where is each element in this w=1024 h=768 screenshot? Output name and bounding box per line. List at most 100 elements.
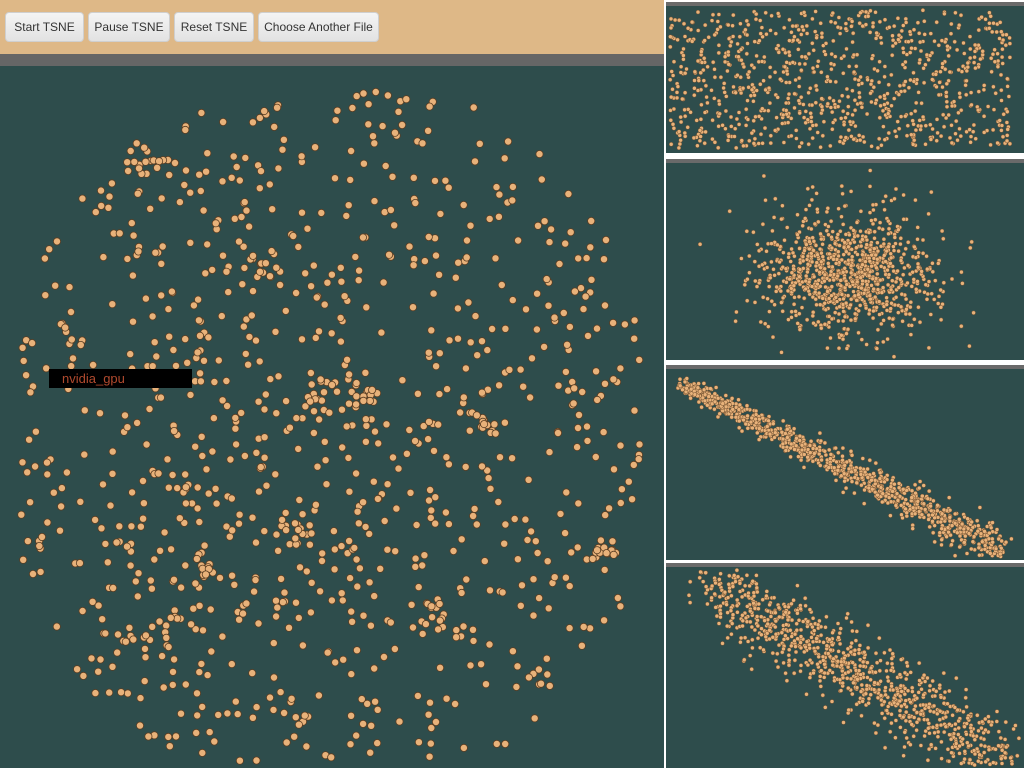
tsne-point[interactable]: [472, 520, 481, 529]
tsne-point[interactable]: [52, 622, 61, 631]
tsne-point[interactable]: [22, 371, 31, 380]
tsne-point[interactable]: [542, 654, 551, 663]
tsne-point[interactable]: [194, 316, 203, 325]
tsne-point[interactable]: [43, 458, 52, 467]
tsne-point[interactable]: [451, 273, 460, 282]
tsne-point[interactable]: [250, 587, 259, 596]
tsne-point[interactable]: [56, 526, 65, 535]
tsne-point[interactable]: [163, 455, 172, 464]
tsne-point[interactable]: [232, 440, 241, 449]
tsne-point[interactable]: [134, 247, 143, 256]
tsne-point[interactable]: [231, 697, 240, 706]
tsne-point[interactable]: [352, 469, 361, 478]
tsne-point[interactable]: [191, 625, 200, 634]
tsne-point[interactable]: [284, 623, 293, 632]
tsne-point[interactable]: [414, 738, 423, 747]
tsne-point[interactable]: [550, 573, 559, 582]
tsne-point[interactable]: [202, 465, 211, 474]
tsne-point[interactable]: [434, 625, 443, 634]
tsne-point[interactable]: [280, 588, 289, 597]
tsne-point[interactable]: [194, 295, 203, 304]
tsne-point[interactable]: [564, 190, 573, 199]
tsne-point[interactable]: [477, 462, 486, 471]
tsne-point[interactable]: [593, 324, 602, 333]
tsne-point[interactable]: [364, 100, 373, 109]
tsne-point[interactable]: [405, 242, 414, 251]
tsne-point[interactable]: [494, 212, 503, 221]
tsne-point[interactable]: [485, 214, 494, 223]
tsne-point[interactable]: [115, 229, 124, 238]
tsne-point[interactable]: [106, 501, 115, 510]
tsne-point[interactable]: [394, 464, 403, 473]
tsne-point[interactable]: [523, 535, 532, 544]
tsne-point[interactable]: [370, 664, 379, 673]
tsne-point[interactable]: [227, 660, 236, 669]
tsne-point[interactable]: [453, 304, 462, 313]
tsne-point[interactable]: [470, 504, 479, 513]
tsne-point[interactable]: [272, 612, 281, 621]
tsne-point[interactable]: [42, 364, 51, 373]
tsne-point[interactable]: [534, 665, 543, 674]
tsne-point[interactable]: [343, 355, 352, 364]
tsne-point[interactable]: [508, 196, 517, 205]
tsne-point[interactable]: [420, 551, 429, 560]
tsne-point[interactable]: [78, 194, 87, 203]
tsne-point[interactable]: [231, 424, 240, 433]
tsne-point[interactable]: [330, 545, 339, 554]
tsne-point[interactable]: [545, 681, 554, 690]
tsne-point[interactable]: [431, 519, 440, 528]
tsne-point[interactable]: [273, 603, 282, 612]
tsne-point[interactable]: [354, 519, 363, 528]
tsne-point[interactable]: [94, 601, 103, 610]
tsne-point[interactable]: [325, 408, 334, 417]
tsne-point[interactable]: [409, 261, 418, 270]
tsne-point[interactable]: [280, 709, 289, 718]
tsne-point[interactable]: [227, 494, 236, 503]
tsne-point[interactable]: [570, 287, 579, 296]
tsne-point[interactable]: [175, 198, 184, 207]
tsne-point[interactable]: [141, 631, 150, 640]
tsne-point[interactable]: [294, 525, 303, 534]
tsne-point[interactable]: [426, 485, 435, 494]
start-tsne-button[interactable]: Start TSNE: [5, 12, 84, 42]
tsne-point[interactable]: [352, 92, 361, 101]
tsne-point[interactable]: [234, 519, 243, 528]
tsne-point[interactable]: [537, 679, 546, 688]
tsne-point[interactable]: [314, 327, 323, 336]
tsne-point[interactable]: [242, 315, 251, 324]
tsne-point[interactable]: [608, 537, 617, 546]
tsne-point[interactable]: [610, 465, 619, 474]
tsne-point[interactable]: [109, 584, 118, 593]
tsne-point[interactable]: [574, 423, 583, 432]
tsne-point[interactable]: [302, 742, 311, 751]
tsne-point[interactable]: [272, 409, 281, 418]
tsne-point[interactable]: [565, 322, 574, 331]
tsne-point[interactable]: [248, 118, 257, 127]
tsne-point[interactable]: [635, 355, 644, 364]
tsne-point[interactable]: [121, 411, 130, 420]
tsne-point[interactable]: [167, 287, 176, 296]
tsne-point[interactable]: [471, 312, 480, 321]
reset-tsne-button[interactable]: Reset TSNE: [174, 12, 254, 42]
tsne-point[interactable]: [431, 251, 440, 260]
tsne-point[interactable]: [406, 488, 415, 497]
tsne-point[interactable]: [156, 546, 165, 555]
tsne-point[interactable]: [508, 296, 517, 305]
tsne-point[interactable]: [98, 615, 107, 624]
tsne-point[interactable]: [247, 311, 256, 320]
tsne-point[interactable]: [443, 385, 452, 394]
tsne-point[interactable]: [365, 396, 374, 405]
tsne-point[interactable]: [630, 406, 639, 415]
tsne-point[interactable]: [186, 238, 195, 247]
tsne-point[interactable]: [355, 266, 364, 275]
tsne-point[interactable]: [155, 617, 164, 626]
tsne-point[interactable]: [477, 337, 486, 346]
tsne-point[interactable]: [201, 570, 210, 579]
tsne-point[interactable]: [204, 333, 213, 342]
tsne-point[interactable]: [620, 320, 629, 329]
tsne-point[interactable]: [347, 711, 356, 720]
tsne-point[interactable]: [344, 453, 353, 462]
tsne-point[interactable]: [252, 703, 261, 712]
tsne-point[interactable]: [361, 437, 370, 446]
tsne-point[interactable]: [586, 243, 595, 252]
